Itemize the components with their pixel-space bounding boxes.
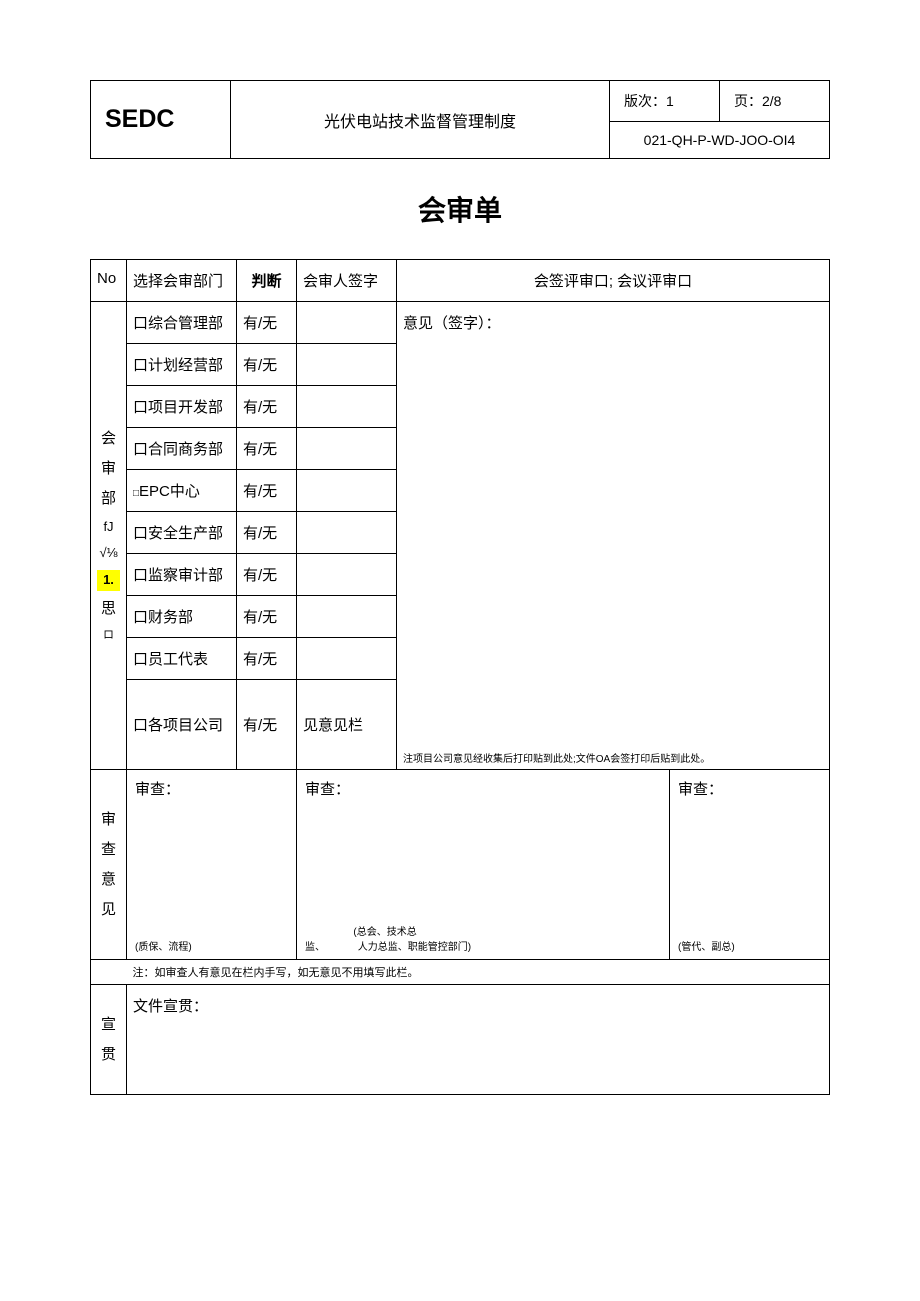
dept-judge: 有/无	[237, 302, 297, 344]
dept-name: □EPC中心	[127, 470, 237, 512]
dept-judge: 有/无	[237, 470, 297, 512]
side-l2: 审	[97, 457, 120, 481]
dept-judge: 有/无	[237, 512, 297, 554]
col-sign: 会审人签字	[297, 260, 397, 302]
main-title: 会审单	[90, 189, 830, 229]
dept-name: 口计划经营部	[127, 344, 237, 386]
inspect-side-label: 审 查 意 见	[91, 770, 127, 960]
side-label-review-dept: 会 审 部 fJ √⅛1. 思 ロ	[91, 302, 127, 770]
side-l7: ロ	[97, 627, 120, 645]
dept-name: 口项目开发部	[127, 386, 237, 428]
promote-row: 宣 贯 文件宣贯：	[91, 985, 830, 1095]
dept-judge: 有/无	[237, 344, 297, 386]
dept-sign[interactable]	[297, 638, 397, 680]
dept-name: 口监察审计部	[127, 554, 237, 596]
version-label: 版次：1	[610, 81, 720, 122]
dept-name: 口综合管理部	[127, 302, 237, 344]
inspect-row: 审 查 意 见 审查： (质保、流程) 审查： (总会、技术总 监、 人力总监、…	[91, 770, 830, 960]
col-no: No	[91, 260, 127, 302]
form-header-row: No 选择会审部门 判断 会审人签字 会签评审口; 会议评审口	[91, 260, 830, 302]
dept-sign[interactable]	[297, 554, 397, 596]
side-l6: 思	[97, 597, 120, 621]
inspect-label: 审查：	[135, 778, 180, 799]
review-form: No 选择会审部门 判断 会审人签字 会签评审口; 会议评审口 会 审 部 fJ…	[90, 259, 830, 1095]
dept-name: 口员工代表	[127, 638, 237, 680]
doc-code: 021-QH-P-WD-JOO-OI4	[610, 122, 830, 159]
dept-name: 口安全生产部	[127, 512, 237, 554]
dept-sign[interactable]	[297, 596, 397, 638]
opinion-note: 注项目公司意见经收集后打印贴到此处;文件OA会签打印后贴到此处。	[403, 750, 710, 765]
document-header: SEDC 光伏电站技术监督管理制度 版次：1 页：2/8 021-QH-P-WD…	[90, 80, 830, 159]
dept-name: 口合同商务部	[127, 428, 237, 470]
dept-judge: 有/无	[237, 554, 297, 596]
inspect-footer-2: (总会、技术总 监、 人力总监、职能管控部门)	[305, 923, 661, 953]
inspect-footer-3: (管代、副总)	[678, 938, 821, 953]
side-l4: fJ	[97, 517, 120, 538]
dept-judge: 有/无	[237, 386, 297, 428]
dept-sign[interactable]	[297, 428, 397, 470]
inspect-cell-1[interactable]: 审查： (质保、流程)	[127, 770, 297, 960]
doc-title: 光伏电站技术监督管理制度	[231, 81, 610, 159]
promote-side-label: 宣 贯	[91, 985, 127, 1095]
dept-sign[interactable]	[297, 344, 397, 386]
col-dept: 选择会审部门	[127, 260, 237, 302]
opinion-area[interactable]: 意见（签字）： 注项目公司意见经收集后打印贴到此处;文件OA会签打印后贴到此处。	[397, 302, 830, 770]
inspect-footer-1: (质保、流程)	[135, 938, 288, 953]
dept-judge: 有/无	[237, 680, 297, 770]
opinion-header: 意见（签字）：	[403, 315, 501, 332]
inspect-cell-3[interactable]: 审查： (管代、副总)	[670, 770, 830, 960]
promote-label: 文件宣贯：	[133, 998, 208, 1015]
dept-sign[interactable]	[297, 470, 397, 512]
page-label: 页：2/8	[720, 81, 830, 122]
side-l1: 会	[97, 427, 120, 451]
note-text: 注：如审查人有意见在栏内手写，如无意见不用填写此栏。	[127, 960, 830, 985]
dept-sign: 见意见栏	[297, 680, 397, 770]
dept-name: 口各项目公司	[127, 680, 237, 770]
dept-sign[interactable]	[297, 512, 397, 554]
dept-judge: 有/无	[237, 638, 297, 680]
promote-cell[interactable]: 文件宣贯：	[127, 985, 830, 1095]
col-review: 会签评审口; 会议评审口	[397, 260, 830, 302]
inspect-cell-2[interactable]: 审查： (总会、技术总 监、 人力总监、职能管控部门)	[297, 770, 670, 960]
logo: SEDC	[91, 81, 231, 159]
dept-row: 会 审 部 fJ √⅛1. 思 ロ 口综合管理部 有/无 意见（签字）： 注项目…	[91, 302, 830, 344]
inspect-label: 审查：	[678, 778, 723, 799]
dept-name: 口财务部	[127, 596, 237, 638]
inspect-label: 审查：	[305, 778, 350, 799]
dept-judge: 有/无	[237, 428, 297, 470]
dept-sign[interactable]	[297, 386, 397, 428]
side-l5: √⅛1.	[97, 543, 120, 591]
note-row: 注：如审查人有意见在栏内手写，如无意见不用填写此栏。	[91, 960, 830, 985]
side-l3: 部	[97, 487, 120, 511]
dept-sign[interactable]	[297, 302, 397, 344]
dept-judge: 有/无	[237, 596, 297, 638]
col-judge: 判断	[237, 260, 297, 302]
